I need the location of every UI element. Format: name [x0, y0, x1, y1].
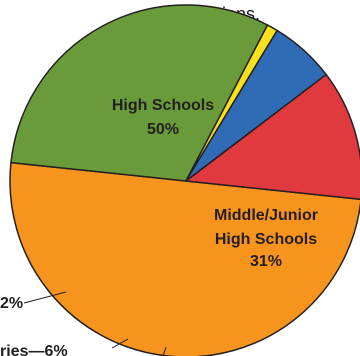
- high-schools-value: 50%: [147, 121, 179, 138]
- red-slice-label: 2%: [0, 295, 23, 312]
- pie-slices: [9, 4, 360, 356]
- leader-line-blue: [111, 338, 129, 349]
- middle-schools-value: 31%: [250, 253, 282, 270]
- middle-schools-label-line2: High Schools: [215, 231, 317, 248]
- slice-red: [185, 73, 360, 201]
- leader-line-red: [23, 291, 67, 304]
- leader-line-yellow: [162, 346, 167, 356]
- blue-slice-label: ries—6%: [0, 343, 68, 356]
- middle-schools-label-line1: Middle/Junior: [214, 207, 318, 224]
- high-schools-label: High Schools: [112, 97, 214, 114]
- slice-middle-junior-high-schools: [10, 4, 269, 182]
